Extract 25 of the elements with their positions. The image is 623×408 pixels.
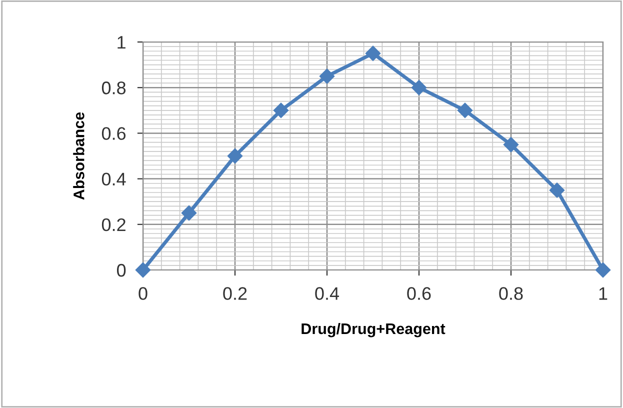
y-axis-title: Absorbance	[73, 112, 84, 200]
point	[135, 262, 151, 278]
x-axis-title: Drug/Drug+Reagent	[302, 322, 446, 338]
point	[549, 182, 565, 198]
y-tick-label: 0	[117, 264, 126, 277]
point	[227, 148, 243, 164]
x-tick-label: 0.2	[223, 287, 247, 300]
y-tick-label: 0.8	[102, 82, 126, 94]
point	[273, 102, 289, 118]
point	[181, 205, 197, 221]
x-tick-label: 1	[599, 287, 608, 300]
x-tick-label: 0.6	[407, 287, 431, 300]
y-tick-label: 0.4	[102, 172, 126, 186]
point	[457, 102, 473, 118]
x-tick-label: 0.8	[499, 287, 523, 300]
x-tick-label: 0.4	[315, 287, 340, 300]
y-tick-label: 1	[118, 36, 126, 49]
point	[365, 46, 381, 61]
x-tick-label: 0	[138, 287, 148, 300]
y-tick-label: 0.2	[102, 218, 126, 232]
point	[319, 68, 335, 84]
point	[595, 262, 611, 278]
point	[503, 137, 519, 152]
y-tick-label: 0.6	[102, 127, 126, 140]
point	[411, 80, 427, 96]
